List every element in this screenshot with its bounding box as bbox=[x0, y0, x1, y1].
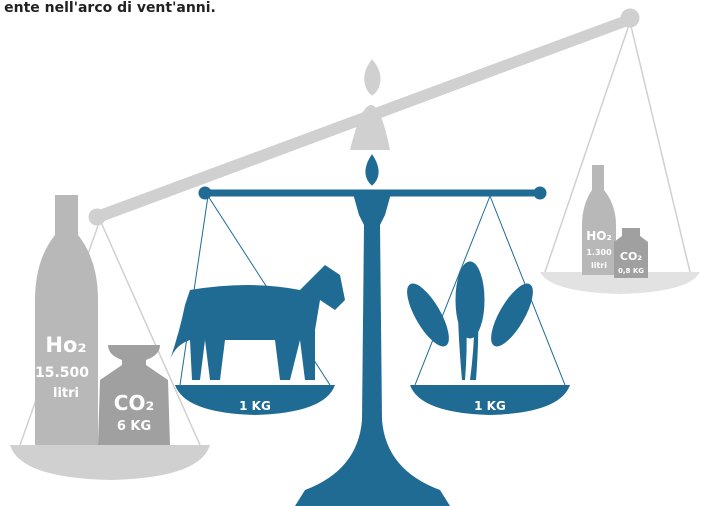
co2-amount: 6 KG bbox=[117, 419, 151, 434]
water-label: Ho₂ bbox=[45, 333, 86, 357]
blue-scale bbox=[170, 154, 570, 506]
water-label: HO₂ bbox=[586, 229, 612, 243]
pan-label: 1 KG bbox=[239, 399, 271, 413]
caption: ente nell'arco di vent'anni. bbox=[4, 0, 216, 16]
pan-label: 1 KG bbox=[474, 399, 506, 413]
co2-label: CO₂ bbox=[620, 250, 642, 263]
water-amount: 15.500 bbox=[35, 365, 89, 381]
co2-label: CO₂ bbox=[114, 391, 154, 415]
water-amount: 1.300 bbox=[586, 248, 612, 257]
right-weights: HO₂ 1.300 litri CO₂ 0,8 KG bbox=[582, 165, 648, 278]
water-unit: litri bbox=[591, 261, 607, 270]
co2-amount: 0,8 KG bbox=[618, 267, 644, 275]
water-unit: litri bbox=[53, 386, 79, 401]
left-weights: Ho₂ 15.500 litri CO₂ 6 KG bbox=[35, 195, 170, 445]
